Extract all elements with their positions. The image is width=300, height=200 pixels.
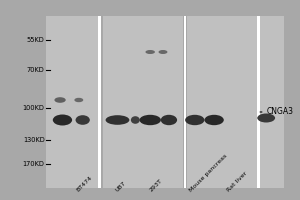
Text: 55KD: 55KD: [27, 37, 45, 43]
FancyBboxPatch shape: [257, 16, 260, 188]
Ellipse shape: [158, 50, 167, 54]
Ellipse shape: [185, 115, 205, 125]
Ellipse shape: [54, 97, 66, 103]
Text: 293T: 293T: [149, 178, 164, 193]
FancyBboxPatch shape: [260, 16, 284, 188]
Ellipse shape: [106, 115, 129, 125]
Text: U87: U87: [115, 180, 127, 193]
Ellipse shape: [131, 116, 140, 124]
Text: CNGA3: CNGA3: [266, 108, 293, 116]
Text: Mouse pancreas: Mouse pancreas: [189, 153, 229, 193]
Ellipse shape: [146, 50, 155, 54]
Text: 170KD: 170KD: [23, 161, 45, 167]
Text: BT474: BT474: [76, 175, 94, 193]
Ellipse shape: [161, 115, 177, 125]
Ellipse shape: [205, 115, 224, 125]
FancyBboxPatch shape: [103, 16, 183, 188]
FancyBboxPatch shape: [188, 16, 257, 188]
Ellipse shape: [257, 114, 275, 122]
Ellipse shape: [74, 98, 83, 102]
Text: 130KD: 130KD: [23, 137, 45, 143]
Text: Rat liver: Rat liver: [226, 170, 248, 193]
Text: 70KD: 70KD: [27, 67, 45, 73]
FancyBboxPatch shape: [46, 16, 98, 188]
Ellipse shape: [53, 114, 72, 126]
Ellipse shape: [76, 115, 90, 125]
Text: 100KD: 100KD: [23, 105, 45, 111]
Ellipse shape: [140, 115, 161, 125]
FancyBboxPatch shape: [98, 16, 101, 188]
FancyBboxPatch shape: [184, 16, 187, 188]
